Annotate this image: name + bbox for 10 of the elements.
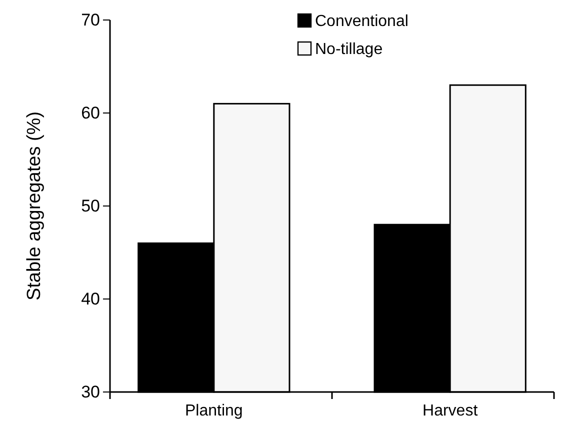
y-tick-label: 40 — [81, 289, 100, 308]
y-axis-title: Stable aggregates (%) — [24, 111, 45, 301]
y-tick-label: 70 — [81, 10, 100, 30]
y-tick-label: 30 — [81, 382, 100, 402]
y-tick-label: 50 — [81, 196, 100, 216]
legend-label: Conventional — [315, 13, 408, 30]
x-tick-label: Harvest — [422, 402, 478, 420]
y-tick-label: 60 — [81, 103, 100, 122]
x-tick-label: Planting — [185, 402, 243, 420]
legend-label: No-tillage — [315, 41, 383, 58]
